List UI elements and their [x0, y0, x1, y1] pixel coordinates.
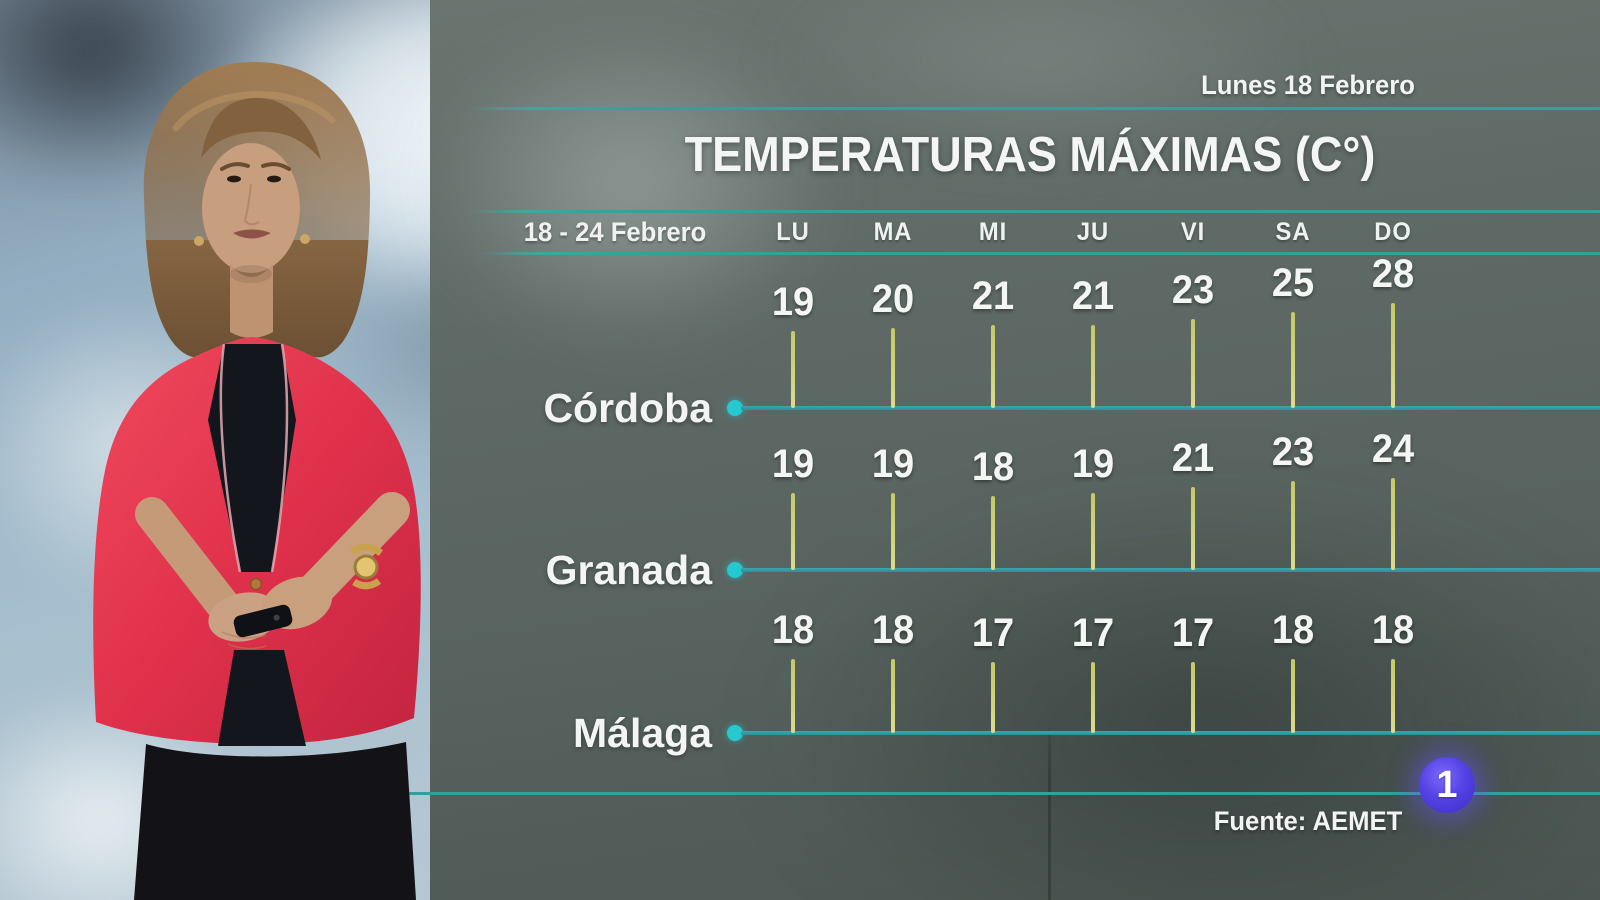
temp-tick	[991, 496, 995, 570]
temp-tick	[991, 325, 995, 408]
broadcast-date: Lunes 18 Febrero	[1201, 70, 1415, 100]
temp-value: 17	[1071, 611, 1115, 655]
day-label: SA	[1275, 218, 1311, 246]
day-label: MI	[978, 218, 1008, 246]
temp-tick	[1391, 659, 1395, 733]
city-label: Granada	[545, 547, 712, 593]
temp-value: 24	[1371, 427, 1415, 471]
nose	[243, 183, 260, 226]
right-earring	[300, 234, 310, 244]
temp-tick	[1291, 659, 1295, 733]
data-source-label: Fuente: AEMET	[1213, 806, 1403, 836]
la1-channel-logo: 1	[1419, 757, 1475, 813]
right-eye	[267, 175, 281, 183]
temp-tick	[1091, 662, 1095, 733]
temp-value: 20	[871, 277, 915, 321]
row-baseline	[741, 731, 1600, 735]
temp-tick	[1091, 493, 1095, 570]
left-earring	[194, 236, 204, 246]
temp-value: 23	[1171, 268, 1215, 312]
neck	[230, 264, 273, 338]
temp-tick	[791, 331, 795, 408]
city-label: Córdoba	[543, 385, 712, 431]
temp-value: 21	[1071, 274, 1115, 318]
day-label: DO	[1374, 218, 1412, 246]
row-dot	[727, 562, 743, 578]
lapel-piping-right	[270, 343, 289, 573]
presenter-figure	[93, 61, 421, 900]
lapel-piping-left	[219, 343, 242, 573]
city-label: Málaga	[573, 710, 712, 756]
la1-logo-digit: 1	[1436, 764, 1458, 806]
finger-lines	[221, 631, 267, 650]
temp-tick	[1391, 478, 1395, 570]
temp-tick	[791, 493, 795, 570]
temp-tick	[891, 493, 895, 570]
day-label: VI	[1180, 218, 1206, 246]
row-baseline	[741, 568, 1600, 572]
temp-value: 25	[1271, 261, 1315, 305]
remote-clicker	[233, 604, 293, 638]
lips	[233, 229, 271, 239]
temp-tick	[791, 659, 795, 733]
left-eye	[227, 175, 241, 183]
background-seam-line	[1048, 728, 1051, 900]
divider-line-header-top	[470, 210, 1600, 213]
hair-fringe	[201, 97, 321, 160]
cloud-glow-through-panel	[420, 20, 840, 350]
temp-tick	[891, 659, 895, 733]
temp-value: 18	[771, 608, 815, 652]
black-inner-bottom	[218, 650, 306, 746]
temp-value: 18	[1371, 608, 1415, 652]
day-label: LU	[776, 218, 810, 246]
temp-value: 21	[1171, 436, 1215, 480]
face	[202, 143, 300, 273]
temp-value: 19	[771, 442, 815, 486]
temp-tick	[1191, 487, 1195, 570]
temp-tick	[1191, 319, 1195, 408]
temp-tick	[1291, 481, 1295, 570]
temp-value: 18	[871, 608, 915, 652]
right-eyebrow	[261, 162, 291, 171]
divider-line-header-bottom	[480, 252, 1600, 255]
temp-value: 23	[1271, 430, 1315, 474]
week-range-label: 18 - 24 Febrero	[523, 217, 707, 247]
chart-title: TEMPERATURAS MÁXIMAS (C°)	[684, 128, 1376, 182]
divider-line-bottom	[398, 792, 1600, 795]
temp-value: 21	[971, 274, 1015, 318]
gold-watch	[349, 543, 384, 590]
temp-value: 17	[971, 611, 1015, 655]
row-dot	[727, 400, 743, 416]
hair-highlight	[172, 91, 336, 132]
row-baseline	[741, 406, 1600, 410]
blazer-button	[249, 577, 263, 591]
neck-shadow	[230, 265, 272, 283]
black-trousers	[134, 742, 416, 900]
temp-value: 17	[1171, 611, 1215, 655]
temp-value: 19	[871, 442, 915, 486]
panel-bottom-shade	[760, 480, 1600, 900]
weather-panel	[420, 0, 1600, 900]
day-label: JU	[1076, 218, 1110, 246]
day-label: MA	[873, 218, 913, 246]
temp-value: 28	[1371, 252, 1415, 296]
temp-value: 19	[1071, 442, 1115, 486]
left-forearm	[135, 497, 247, 631]
cloud-glow-top	[760, 0, 1320, 160]
temp-tick	[1191, 662, 1195, 733]
temp-tick	[891, 328, 895, 408]
row-dot	[727, 725, 743, 741]
divider-line-top	[470, 107, 1600, 110]
temp-tick	[1091, 325, 1095, 408]
left-eyebrow	[220, 162, 250, 171]
temp-value: 19	[771, 280, 815, 324]
temp-value: 18	[971, 445, 1015, 489]
temp-tick	[1391, 303, 1395, 408]
temp-tick	[991, 662, 995, 733]
temp-tick	[1291, 312, 1295, 408]
temp-value: 18	[1271, 608, 1315, 652]
